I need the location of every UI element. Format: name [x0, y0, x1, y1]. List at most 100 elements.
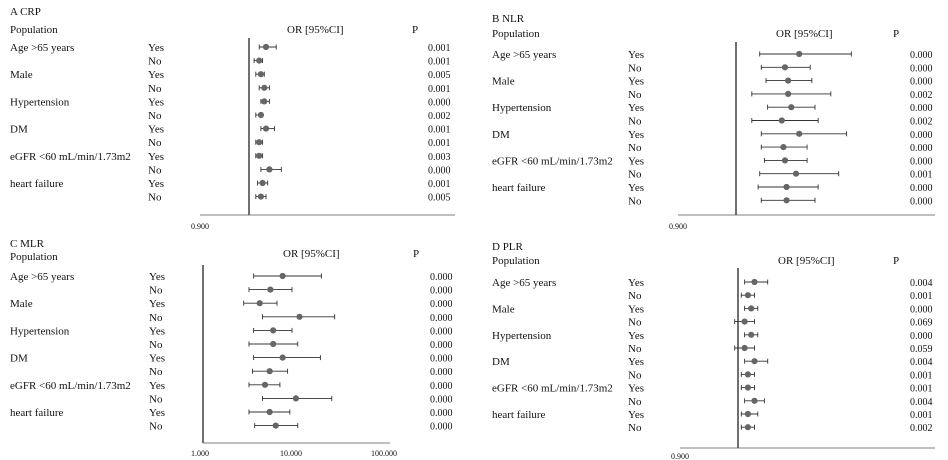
row-group: No	[148, 83, 162, 95]
x-tick-label: 0.900	[671, 452, 689, 460]
row-label: Age >65 years	[10, 271, 74, 283]
or-point	[744, 292, 752, 299]
or-point	[256, 152, 263, 159]
row-group: Yes	[148, 96, 164, 108]
forest-panel-3: D PLR Population OR [95%CI] P 0.900 Age >65 y…	[492, 241, 935, 460]
row-label: eGFR <60 mL/min/1.73m2	[10, 380, 131, 392]
x-tick-label: 0.900	[669, 222, 687, 231]
row-label: eGFR <60 mL/min/1.73m2	[492, 383, 613, 395]
row-p-value: 0.000	[910, 156, 933, 167]
row-p-value: 0.000	[910, 143, 933, 154]
row-p-value: 0.000	[910, 196, 933, 207]
row-p-value: 0.000	[430, 367, 453, 378]
row-p-value: 0.001	[910, 170, 933, 181]
or-point	[748, 305, 755, 312]
or-point	[796, 50, 803, 58]
row-group: Yes	[148, 124, 164, 136]
or-point	[744, 410, 752, 418]
row-p-value: 0.000	[430, 299, 453, 310]
row-p-value: 0.000	[430, 286, 453, 297]
panel-title: D PLR	[492, 241, 524, 253]
x-tick-label: 100.000	[371, 449, 397, 458]
row-p-value: 0.001	[428, 84, 451, 95]
or-point	[741, 344, 748, 352]
row-p-value: 0.000	[910, 63, 933, 74]
row-label: heart failure	[492, 182, 546, 194]
population-label: Population	[10, 251, 58, 263]
row-p-value: 0.001	[428, 179, 451, 190]
row-group: No	[148, 110, 162, 122]
row-p-value: 0.000	[430, 340, 453, 351]
row-p-value: 0.000	[910, 331, 933, 342]
row-label: DM	[10, 353, 28, 365]
row-label: Hypertension	[10, 325, 70, 337]
row-p-value: 0.000	[430, 313, 453, 324]
row-group: Yes	[148, 69, 164, 81]
row-group: No	[628, 62, 642, 74]
p-header: P	[893, 255, 899, 267]
row-p-value: 0.000	[910, 183, 933, 194]
x-tick-label: 10.000	[280, 449, 302, 458]
or-point	[792, 170, 800, 177]
or-point	[279, 354, 286, 361]
or-point	[270, 340, 277, 348]
row-group: No	[628, 169, 642, 181]
row-group: Yes	[149, 380, 165, 392]
p-header: P	[893, 28, 899, 40]
row-group: No	[149, 339, 163, 351]
or-ci-header: OR [95%CI]	[283, 248, 340, 260]
row-p-value: 0.000	[430, 381, 453, 392]
or-point	[257, 71, 264, 78]
row-group: Yes	[628, 277, 644, 289]
row-label: DM	[492, 356, 510, 368]
row-group: No	[149, 285, 163, 297]
population-label: Population	[10, 24, 58, 36]
or-point	[751, 358, 758, 365]
or-point	[788, 104, 795, 111]
or-point	[785, 77, 792, 84]
row-p-value: 0.002	[428, 111, 451, 122]
or-point	[261, 381, 269, 388]
or-point	[785, 90, 792, 97]
row-label: eGFR <60 mL/min/1.73m2	[492, 155, 613, 167]
row-group: No	[628, 343, 642, 355]
row-label: eGFR <60 mL/min/1.73m2	[10, 151, 131, 163]
or-point	[257, 111, 264, 119]
or-point	[783, 197, 790, 204]
row-label: heart failure	[492, 409, 546, 421]
row-p-value: 0.004	[910, 278, 933, 289]
row-p-value: 0.004	[910, 397, 933, 408]
row-group: Yes	[149, 353, 165, 365]
or-ci-header: OR [95%CI]	[287, 24, 344, 36]
or-point	[272, 422, 279, 429]
row-p-value: 0.069	[910, 318, 933, 329]
or-point	[751, 397, 758, 404]
row-group: Yes	[148, 42, 164, 54]
row-p-value: 0.001	[910, 370, 933, 381]
row-group: Yes	[628, 409, 644, 421]
or-point	[748, 331, 755, 338]
or-point	[262, 43, 270, 51]
row-group: No	[148, 164, 162, 176]
row-group: Yes	[628, 49, 644, 61]
or-point	[266, 368, 273, 375]
row-p-value: 0.000	[430, 272, 453, 283]
row-label: Hypertension	[10, 96, 70, 108]
or-point	[296, 313, 303, 320]
or-point	[781, 157, 789, 164]
row-label: DM	[492, 129, 510, 141]
row-group: No	[149, 312, 163, 324]
row-group: Yes	[628, 129, 644, 141]
row-p-value: 0.003	[428, 152, 451, 163]
panel-title: A CRP	[10, 6, 41, 18]
row-p-value: 0.002	[910, 90, 933, 101]
row-group: No	[628, 195, 642, 207]
x-tick-label: 0.900	[191, 222, 209, 231]
or-ci-header: OR [95%CI]	[776, 28, 833, 40]
forest-panel-1: B NLR Population OR [95%CI] P 0.900 Age >65 y…	[492, 13, 935, 231]
row-group: Yes	[628, 383, 644, 395]
row-p-value: 0.001	[428, 43, 451, 54]
row-p-value: 0.000	[430, 408, 453, 419]
or-point	[267, 286, 274, 293]
